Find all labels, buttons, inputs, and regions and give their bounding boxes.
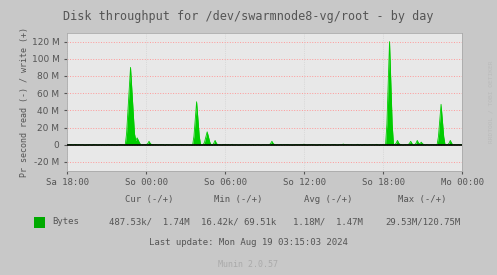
Text: Bytes: Bytes xyxy=(52,217,79,226)
Y-axis label: Pr second read (-) / write (+): Pr second read (-) / write (+) xyxy=(20,27,29,177)
Text: Munin 2.0.57: Munin 2.0.57 xyxy=(219,260,278,269)
Text: Disk throughput for /dev/swarmnode8-vg/root - by day: Disk throughput for /dev/swarmnode8-vg/r… xyxy=(63,10,434,23)
Text: 487.53k/  1.74M: 487.53k/ 1.74M xyxy=(109,217,189,226)
Text: Cur (-/+): Cur (-/+) xyxy=(125,195,173,204)
Text: Last update: Mon Aug 19 03:15:03 2024: Last update: Mon Aug 19 03:15:03 2024 xyxy=(149,238,348,247)
Text: 1.18M/  1.47M: 1.18M/ 1.47M xyxy=(293,217,363,226)
Text: Avg (-/+): Avg (-/+) xyxy=(304,195,352,204)
Text: Min (-/+): Min (-/+) xyxy=(214,195,263,204)
Text: RRDTOOL / TOBI OETIKER: RRDTOOL / TOBI OETIKER xyxy=(489,60,494,143)
Text: Max (-/+): Max (-/+) xyxy=(398,195,447,204)
Text: 16.42k/ 69.51k: 16.42k/ 69.51k xyxy=(201,217,276,226)
Text: 29.53M/120.75M: 29.53M/120.75M xyxy=(385,217,460,226)
